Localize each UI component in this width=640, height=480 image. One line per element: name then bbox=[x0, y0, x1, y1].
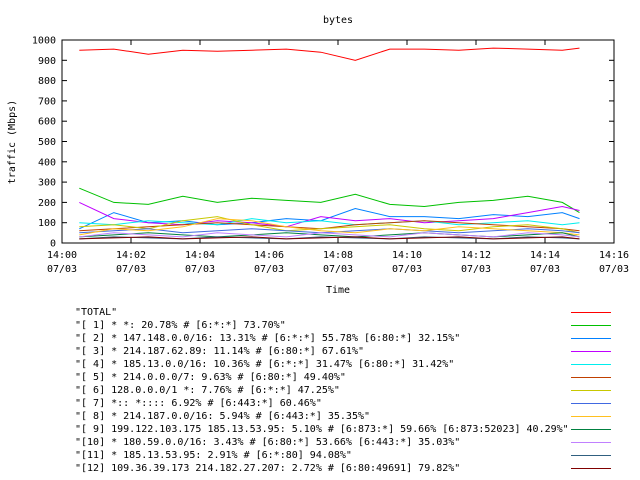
y-tick-label: 900 bbox=[38, 56, 56, 67]
y-tick-label: 100 bbox=[38, 218, 56, 229]
series-line-4 bbox=[79, 218, 580, 226]
x-tick-time-label: 14:08 bbox=[323, 250, 353, 261]
x-tick-time-label: 14:16 bbox=[599, 250, 629, 261]
series-line-12 bbox=[79, 236, 580, 240]
x-axis-label: Time bbox=[326, 285, 350, 296]
x-tick-time-label: 14:02 bbox=[116, 250, 146, 261]
x-tick-date-label: 07/03 bbox=[116, 264, 146, 275]
y-tick-label: 1000 bbox=[32, 36, 56, 47]
y-tick-label: 500 bbox=[38, 137, 56, 148]
x-tick-date-label: 07/03 bbox=[47, 264, 77, 275]
x-tick-date-label: 07/03 bbox=[461, 264, 491, 275]
y-tick-label: 700 bbox=[38, 96, 56, 107]
x-tick-date-label: 07/03 bbox=[392, 264, 422, 275]
y-tick-label: 0 bbox=[50, 239, 56, 250]
y-tick-label: 200 bbox=[38, 198, 56, 209]
plot-frame bbox=[61, 39, 615, 244]
series-line-0 bbox=[79, 47, 580, 61]
x-tick-time-label: 14:12 bbox=[461, 250, 491, 261]
x-tick-date-label: 07/03 bbox=[185, 264, 215, 275]
series-lines bbox=[79, 47, 580, 240]
x-tick-time-label: 14:10 bbox=[392, 250, 422, 261]
series-line-9 bbox=[79, 232, 580, 238]
y-tick-label: 400 bbox=[38, 157, 56, 168]
series-line-10 bbox=[79, 232, 580, 238]
y-tick-label: 300 bbox=[38, 178, 56, 189]
series-line-8 bbox=[79, 218, 580, 236]
x-tick-time-label: 14:04 bbox=[185, 250, 215, 261]
series-line-1 bbox=[79, 187, 580, 214]
x-tick-date-label: 07/03 bbox=[599, 264, 629, 275]
chart-title: bytes bbox=[323, 15, 353, 26]
x-tick-time-label: 14:14 bbox=[530, 250, 560, 261]
series-line-3 bbox=[79, 201, 580, 228]
y-tick-label: 800 bbox=[38, 76, 56, 87]
y-axis-ticks: 0 100 200 300 400 500 600 700 800 900 1000 bbox=[32, 36, 614, 250]
x-tick-time-label: 14:06 bbox=[254, 250, 284, 261]
y-tick-label: 600 bbox=[38, 117, 56, 128]
x-tick-date-label: 07/03 bbox=[530, 264, 560, 275]
x-tick-time-label: 14:00 bbox=[47, 250, 77, 261]
x-tick-date-label: 07/03 bbox=[254, 264, 284, 275]
y-axis-label: traffic (Mbps) bbox=[7, 100, 18, 184]
x-axis-ticks: 14:00 07/03 14:02 07/03 14:04 07/03 14:06 07/03… bbox=[47, 40, 629, 275]
x-tick-date-label: 07/03 bbox=[323, 264, 353, 275]
series-line-6 bbox=[79, 216, 580, 234]
